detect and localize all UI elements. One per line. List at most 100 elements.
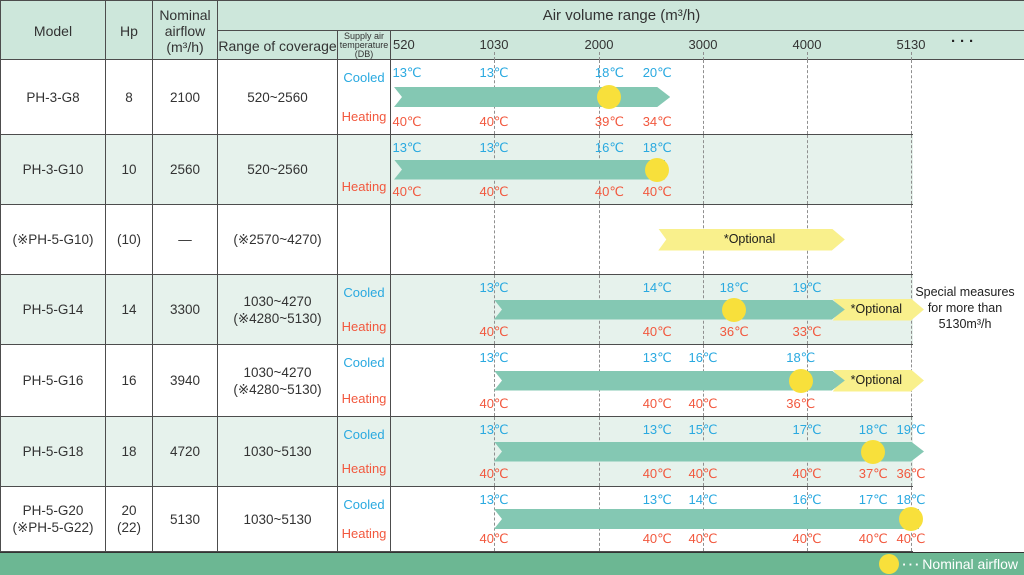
heating-temp-label: 40℃ [392,184,422,199]
heating-temp-label: 40℃ [688,396,718,411]
column-header-model-label: Model [33,22,73,39]
optional-bar: *Optional [833,299,924,321]
table-row: PH-3-G8 8 2100 520~2560 Cooled Heating 13℃ 13℃ 1… [0,60,1024,135]
gridline [494,417,495,486]
cooled-temp-label: 19℃ [792,280,822,295]
cooled-temp-label: 13℃ [479,422,509,437]
legend-label: Nominal airflow [922,556,1018,572]
range-of-coverage-cell: 1030~5130 [218,417,338,486]
cooled-temp-label: 18℃ [642,140,672,155]
row-cells: PH-5-G16 16 3940 1030~4270 (※4280~5130) Coole… [0,345,913,417]
row-cells: PH-5-G14 14 3300 1030~4270 (※4280~5130) Coole… [0,275,913,345]
airflow-chart-cell: 13℃ 13℃ 14℃ 16℃ 17℃ 18℃ 40℃ 40℃ 40℃ 40℃ 40℃ 40℃ [391,487,926,551]
heating-label: Heating [341,109,387,124]
cooled-temp-label: 13℃ [479,280,509,295]
cooled-temp-label: 13℃ [392,140,422,155]
model-line: PH-5-G18 [22,444,84,459]
airflow-range-bar [494,300,845,320]
nominal-airflow-cell: 3940 [153,345,218,416]
column-header-hp-label: Hp [120,22,138,39]
cooled-label: Cooled [343,285,385,300]
axis-tick-label: 4000 [792,37,822,52]
airflow-chart-cell: 13℃ 13℃ 15℃ 17℃ 18℃ 19℃ 40℃ 40℃ 40℃ 40℃ 37℃ 36℃ [391,417,926,486]
table-row: (※PH-5-G10) (10) — (※2570~4270) *Optional [0,205,1024,275]
coverage-line: 520~2560 [247,162,308,177]
nominal-airflow-cell: — [153,205,218,274]
model-line: PH-5-G20 [22,503,84,518]
cooled-temp-label: 13℃ [479,65,509,80]
model-line: PH-5-G16 [22,373,84,388]
coverage-line: (※4280~5130) [233,381,322,397]
cooled-temp-label: 13℃ [479,492,509,507]
hp-cell: 20 (22) [106,487,153,551]
cooled-temp-label: 16℃ [594,140,624,155]
table-row: PH-5-G16 16 3940 1030~4270 (※4280~5130) Coole… [0,345,1024,417]
cooled-temp-label: 18℃ [896,492,926,507]
heating-temp-label: 40℃ [594,184,624,199]
column-header-hp: Hp [106,1,153,60]
heating-temp-label: 40℃ [479,324,509,339]
gridline [703,60,704,134]
cooled-temp-label: 13℃ [642,492,672,507]
hp-line: (22) [116,520,141,535]
heating-label: Heating [341,461,387,476]
gridline [494,205,495,274]
hp-line: 14 [121,302,137,317]
axis-more-dots: ··· [951,33,978,50]
cooled-temp-label: 15℃ [688,422,718,437]
coverage-line: 1030~5130 [243,511,312,527]
air-volume-range-banner-label: Air volume range (m³/h) [542,6,701,24]
nominal-line: 3940 [169,373,201,388]
cooled-temp-label: 17℃ [858,492,888,507]
supply-header-line: temperature [339,40,389,50]
supply-temperature-cell: Heating [338,135,391,204]
hp-line: 16 [121,373,137,388]
table-body: PH-3-G8 8 2100 520~2560 Cooled Heating 13℃ 13℃ 1… [0,60,1024,552]
cooled-temp-label: 13℃ [642,350,672,365]
nominal-airflow-cell: 3300 [153,275,218,344]
row-cells: PH-3-G10 10 2560 520~2560 Heating 13℃ 13℃ 16℃ 18… [0,135,913,205]
heating-temp-label: 40℃ [479,531,509,546]
heating-temp-label: 37℃ [858,466,888,481]
cooled-temp-label: 13℃ [479,140,509,155]
table-row: PH-5-G14 14 3300 1030~4270 (※4280~5130) Coole… [0,275,1024,345]
range-of-coverage-cell: 1030~4270 (※4280~5130) [218,345,338,416]
model-line: PH-3-G8 [26,89,80,105]
legend-bar: ··· Nominal airflow [0,552,1024,575]
heating-temp-label: 39℃ [594,114,624,129]
column-header-range-of-coverage: Range of coverage [218,31,338,60]
heating-temp-label: 40℃ [392,114,422,129]
nominal-airflow-cell: 2560 [153,135,218,204]
special-measures-note: Special measures for more than 5130m³/h [906,284,1024,332]
cooled-temp-label: 13℃ [392,65,422,80]
coverage-line: 1030~4270 [243,364,312,380]
supply-temperature-cell [338,205,391,274]
heating-temp-label: 40℃ [896,531,926,546]
model-cell: PH-5-G14 [1,275,106,344]
heating-temp-label: 40℃ [479,396,509,411]
cooled-label: Cooled [343,427,385,442]
nominal-airflow-dot [899,507,923,531]
heating-temp-label: 40℃ [688,466,718,481]
cooled-temp-label: 17℃ [792,422,822,437]
coverage-line: 520~2560 [247,89,308,105]
supply-temperature-cell: Cooled Heating [338,417,391,486]
heating-temp-label: 40℃ [688,531,718,546]
airflow-range-bar [494,509,919,529]
heating-label: Heating [341,319,387,334]
heating-temp-label: 40℃ [642,466,672,481]
column-header-supply-air-temperature: Supply air temperature (DB) [338,31,391,60]
heating-temp-label: 40℃ [479,466,509,481]
airflow-chart-cell: *Optional [391,205,913,274]
heating-label: Heating [341,391,387,406]
axis-tick-label: 5130 [896,37,926,52]
axis-tick-mark [807,52,808,60]
heating-temp-label: 33℃ [792,324,822,339]
heating-temp-label: 40℃ [642,184,672,199]
nominal-line: 2560 [169,162,201,177]
table-row: PH-3-G10 10 2560 520~2560 Heating 13℃ 13℃ 16℃ 18… [0,135,1024,205]
axis-tick-label: 1030 [479,37,509,52]
heating-temp-label: 40℃ [792,466,822,481]
cooled-temp-label: 13℃ [642,422,672,437]
gridline [807,60,808,134]
